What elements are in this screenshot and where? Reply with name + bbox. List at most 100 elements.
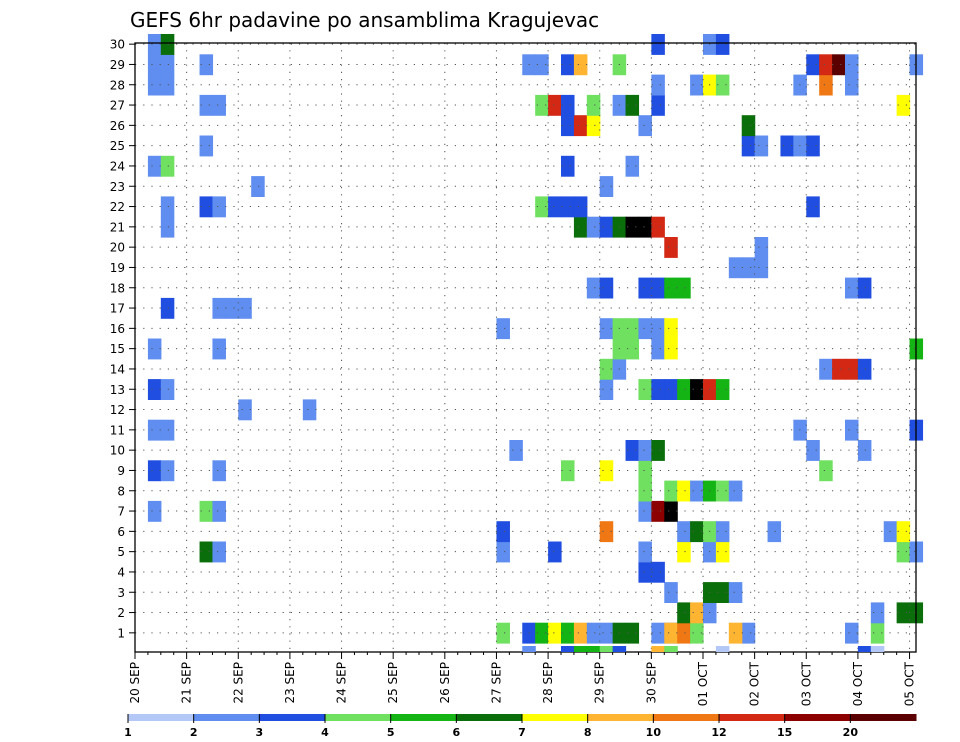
heatmap-cell xyxy=(741,622,756,644)
heatmap-cell xyxy=(715,480,730,502)
heatmap-cell xyxy=(896,521,911,543)
heatmap-cell xyxy=(819,54,833,76)
heatmap-cell xyxy=(806,440,820,461)
heatmap-cell xyxy=(160,460,175,482)
heatmap-cell xyxy=(651,622,665,644)
heatmap-cell xyxy=(147,500,162,522)
heatmap-cell xyxy=(496,541,510,563)
heatmap-cell xyxy=(664,277,678,299)
strip-cell xyxy=(573,646,588,652)
x-tick-label: 26 SEP xyxy=(438,662,452,704)
y-tick-label: 22 xyxy=(110,200,125,214)
colorbar-label: 7 xyxy=(518,726,526,739)
x-tick-label: 04 OCT xyxy=(851,661,865,706)
x-tick-label: 05 OCT xyxy=(903,661,917,706)
plot-frame xyxy=(134,42,917,653)
heatmap-cell xyxy=(212,541,226,563)
colorbar-label: 4 xyxy=(321,726,329,739)
y-tick-label: 6 xyxy=(117,525,125,539)
heatmap-cell xyxy=(677,622,691,644)
heatmap-cell xyxy=(677,379,691,400)
heatmap-cell xyxy=(690,602,704,624)
colorbar-segment xyxy=(784,714,851,721)
heatmap-cell xyxy=(212,297,226,319)
heatmap-cell xyxy=(160,419,175,441)
heatmap-cell xyxy=(857,440,872,461)
strip-cell xyxy=(586,646,601,652)
y-tick-label: 27 xyxy=(110,99,125,113)
heatmap-cell xyxy=(147,34,162,55)
heatmap-cell xyxy=(199,54,214,76)
heatmap-cell xyxy=(212,338,226,360)
x-tick-label: 27 SEP xyxy=(489,662,503,704)
heatmap-cell xyxy=(638,440,652,461)
heatmap-cell xyxy=(690,379,704,400)
colorbar-label: 2 xyxy=(190,726,198,739)
heatmap-cell xyxy=(160,74,175,96)
heatmap-cell xyxy=(832,358,846,380)
x-axis: 20 SEP 21 SEP 22 SEP 23 SEP 24 SEP 25 SEP 26 S… xyxy=(128,652,917,706)
heatmap-cell xyxy=(664,318,678,340)
heatmap-cell xyxy=(896,602,911,624)
heatmap-cell xyxy=(651,440,665,461)
colorbar: 1 2 3 4 5 6 7 8 10 12 15 20 xyxy=(124,714,917,739)
y-tick-label: 23 xyxy=(110,180,125,194)
colorbar-label: 20 xyxy=(843,726,859,739)
heatmap-cell xyxy=(561,155,575,177)
y-tick-label: 26 xyxy=(110,119,125,133)
heatmap-cell xyxy=(870,622,885,644)
colorbar-label: 8 xyxy=(584,726,592,739)
heatmap-cell xyxy=(160,54,175,76)
colorbar-segment xyxy=(587,714,654,721)
heatmap-cell xyxy=(715,34,730,55)
heatmap-cell xyxy=(535,196,549,218)
heatmap-cell xyxy=(199,196,214,218)
heatmap-cell xyxy=(728,480,743,502)
heatmap-cell xyxy=(715,582,730,603)
heatmap-cell xyxy=(845,54,859,76)
heatmap-cell xyxy=(677,277,691,299)
heatmap-cell xyxy=(573,115,588,137)
y-tick-label: 2 xyxy=(117,606,125,620)
colorbar-label: 6 xyxy=(453,726,461,739)
heatmap-cell xyxy=(225,297,239,319)
heatmap-cell xyxy=(651,500,665,522)
heatmap-cell xyxy=(561,94,575,116)
strip-cell xyxy=(599,646,614,652)
colorbar-label: 3 xyxy=(256,726,264,739)
heatmap-cell xyxy=(212,196,226,218)
x-tick-label: 28 SEP xyxy=(541,662,555,704)
heatmap-cell xyxy=(625,338,640,360)
heatmap-cell xyxy=(715,521,730,543)
heatmap-cell xyxy=(599,216,614,238)
colorbar-segment xyxy=(390,714,457,721)
heatmap-cell xyxy=(845,358,859,380)
y-tick-label: 18 xyxy=(110,281,125,295)
heatmap-cell xyxy=(625,216,640,238)
heatmap-cell xyxy=(806,196,820,218)
heatmap-cell xyxy=(638,115,652,137)
gridlines xyxy=(134,43,916,652)
heatmap-cell xyxy=(715,74,730,96)
colorbar-label: 5 xyxy=(387,726,395,739)
heatmap-cell xyxy=(625,155,640,177)
strip-cell xyxy=(664,646,678,652)
heatmap-cell xyxy=(741,257,756,279)
strip-cell xyxy=(522,646,536,652)
heatmap-cell xyxy=(599,460,614,482)
heatmap-cell xyxy=(561,196,575,218)
heatmap-cell xyxy=(819,74,833,96)
heatmap-cell xyxy=(638,277,652,299)
heatmap-cell xyxy=(819,358,833,380)
heatmap-cell xyxy=(677,602,691,624)
heatmap-cell xyxy=(238,297,252,319)
heatmap-cell xyxy=(147,460,162,482)
heatmap-cell xyxy=(664,480,678,502)
heatmap-cell xyxy=(638,460,652,482)
heatmap-cell xyxy=(160,297,175,319)
heatmap-cell xyxy=(625,94,640,116)
heatmap-cell xyxy=(625,440,640,461)
y-tick-label: 24 xyxy=(110,159,125,173)
strip-cell xyxy=(857,646,872,652)
